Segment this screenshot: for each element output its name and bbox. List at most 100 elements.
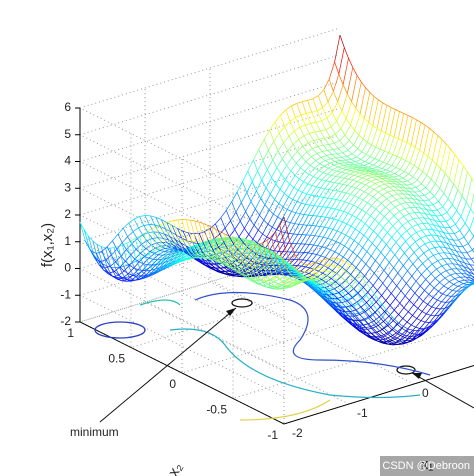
mesh-line [392, 272, 399, 281]
mesh-line [373, 320, 379, 326]
mesh-line [88, 236, 94, 242]
mesh-line [155, 245, 161, 249]
mesh-line [353, 303, 359, 307]
mesh-line [350, 225, 356, 230]
mesh-line [381, 239, 387, 245]
mesh-line [372, 337, 378, 342]
mesh-line [264, 194, 271, 205]
mesh-line [347, 165, 354, 168]
mesh-line [442, 288, 449, 295]
mesh-line [378, 174, 383, 177]
mesh-line [386, 195, 393, 200]
mesh-line [263, 209, 270, 221]
mesh-line [258, 149, 264, 161]
mesh-line [309, 133, 314, 141]
mesh-line [457, 189, 463, 197]
mesh-line [180, 242, 186, 250]
mesh-line [398, 220, 403, 226]
mesh-line [341, 110, 347, 119]
mesh-line [182, 230, 188, 241]
mesh-line [284, 232, 290, 234]
mesh-line [346, 153, 353, 157]
mesh-line [235, 202, 242, 213]
mesh-line [352, 176, 359, 181]
mesh-line [279, 276, 285, 280]
mesh-line [450, 272, 456, 276]
mesh-line [412, 198, 418, 204]
mesh-line [343, 256, 348, 261]
mesh-line [360, 306, 366, 312]
mesh-line [361, 168, 366, 171]
mesh-line [398, 175, 404, 179]
mesh-line [220, 231, 225, 235]
mesh-line [274, 114, 281, 123]
mesh-line [412, 308, 419, 316]
mesh-line [421, 228, 428, 231]
mesh-line [303, 133, 310, 137]
mesh-line [423, 217, 429, 224]
mesh-line [341, 223, 348, 233]
mesh-line [427, 304, 432, 308]
mesh-line [397, 179, 403, 183]
mesh-line [397, 272, 403, 279]
mesh-line [335, 200, 341, 210]
mesh-line [318, 89, 325, 96]
mesh-line [305, 266, 311, 269]
z-tick-label: -1 [60, 287, 71, 301]
mesh-line [354, 170, 361, 173]
mesh-line [437, 258, 444, 262]
mesh-line [370, 208, 377, 217]
mesh-line [325, 129, 331, 138]
mesh-line [352, 165, 358, 168]
mesh-line [371, 169, 376, 173]
mesh-line [346, 263, 353, 272]
mesh-line [390, 171, 395, 175]
mesh-line [388, 186, 395, 188]
mesh-line [426, 268, 432, 274]
mesh-line [438, 193, 445, 202]
mesh-line [355, 228, 360, 233]
mesh-line [322, 101, 329, 108]
mesh-line [337, 84, 344, 103]
mesh-line [328, 61, 335, 80]
mesh-line [430, 163, 437, 180]
mesh-line [378, 150, 385, 161]
mesh-line [324, 181, 331, 190]
mesh-line [328, 267, 333, 271]
mesh-line [334, 272, 341, 277]
arrow [99, 307, 237, 423]
mesh-line [383, 161, 388, 165]
mesh-line [94, 258, 100, 266]
mesh-line [326, 169, 333, 175]
mesh-line [275, 231, 282, 255]
mesh-line [331, 239, 337, 242]
mesh-line [410, 232, 417, 237]
mesh-line [417, 171, 423, 181]
mesh-line [418, 257, 423, 264]
mesh-line [432, 229, 439, 232]
mesh-line [433, 252, 439, 256]
mesh-line [268, 199, 275, 211]
mesh-line [415, 241, 420, 248]
mesh-line [364, 223, 370, 228]
mesh-line [364, 156, 371, 162]
mesh-line [335, 232, 342, 242]
mesh-line [394, 206, 400, 212]
mesh-line [345, 306, 351, 312]
mesh-line [264, 204, 270, 211]
y-tick-label: 0.5 [108, 352, 125, 366]
mesh-line [352, 296, 359, 305]
mesh-line [461, 284, 468, 288]
mesh-line [358, 243, 363, 248]
mesh-line [116, 242, 123, 250]
mesh-line [331, 297, 337, 305]
mesh-line [388, 316, 394, 321]
mesh-line [423, 152, 429, 157]
contour [94, 321, 146, 339]
mesh-line [198, 221, 204, 224]
mesh-line [327, 190, 334, 199]
mesh-line [466, 202, 471, 209]
mesh-line [321, 279, 327, 283]
mesh-line [323, 264, 329, 267]
mesh-line [343, 299, 350, 308]
